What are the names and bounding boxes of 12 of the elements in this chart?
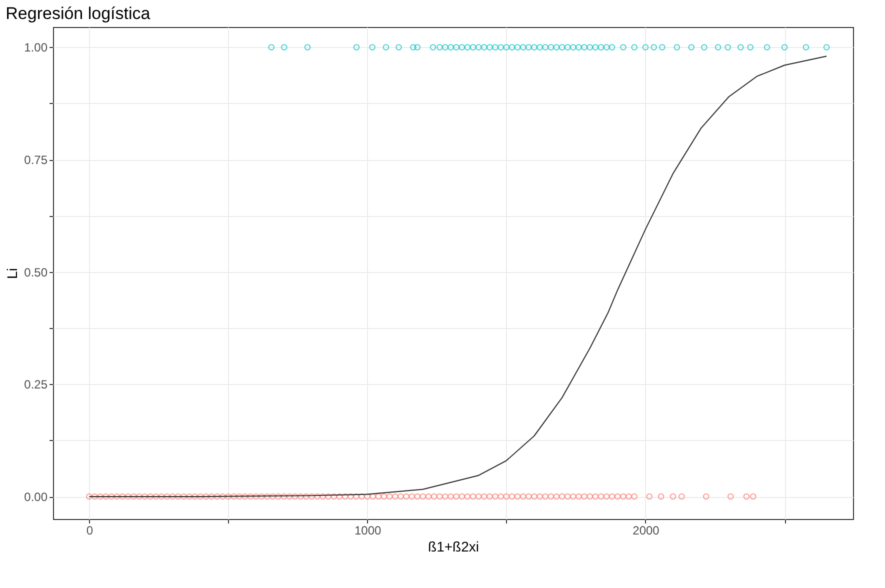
x-tick-label: 1000 [354,524,382,538]
x-tick-label: 2000 [632,524,660,538]
y-axis-title: Li [4,268,20,279]
y-tick-label: 0.75 [24,153,48,168]
y-tick-label: 0.50 [24,265,48,280]
y-tick-label: 1.00 [24,40,48,55]
y-tick-label: 0.00 [24,490,48,504]
line-series [88,56,828,498]
x-tick-label: 0 [86,524,94,538]
x-axis-title: ß1+ß2xi [428,538,479,554]
y-tick-label: 0.25 [24,378,48,392]
chart-title: Regresión logística [6,4,151,23]
